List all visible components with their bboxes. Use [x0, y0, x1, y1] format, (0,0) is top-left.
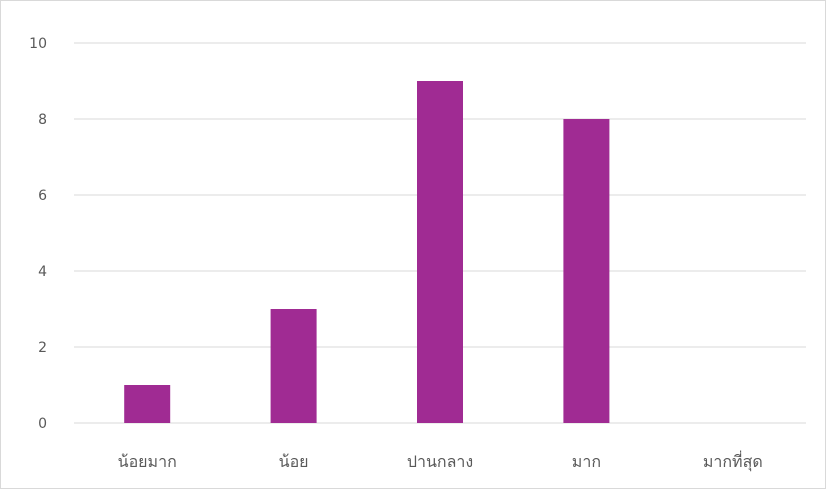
x-axis-category-labels: น้อยมาก น้อย ปานกลาง มาก มากที่สุด	[118, 450, 763, 472]
bar-2	[270, 309, 317, 423]
bar-1	[124, 385, 171, 423]
y-tick-label: 8	[38, 112, 47, 128]
bars	[124, 81, 610, 423]
y-tick-label: 0	[38, 416, 47, 432]
bar-4	[563, 119, 610, 423]
x-category-label: มาก	[572, 452, 601, 471]
y-tick-label: 10	[29, 36, 47, 52]
x-category-label: น้อย	[279, 452, 309, 471]
x-category-label: มากที่สุด	[703, 450, 763, 472]
y-tick-label: 2	[38, 340, 47, 356]
x-category-label: น้อยมาก	[118, 452, 177, 471]
y-tick-label: 6	[38, 188, 47, 204]
x-category-label: ปานกลาง	[407, 452, 473, 471]
y-axis-tick-labels: 0 2 4 6 8 10	[29, 36, 47, 432]
bar-3	[417, 81, 463, 423]
y-tick-label: 4	[38, 264, 47, 280]
